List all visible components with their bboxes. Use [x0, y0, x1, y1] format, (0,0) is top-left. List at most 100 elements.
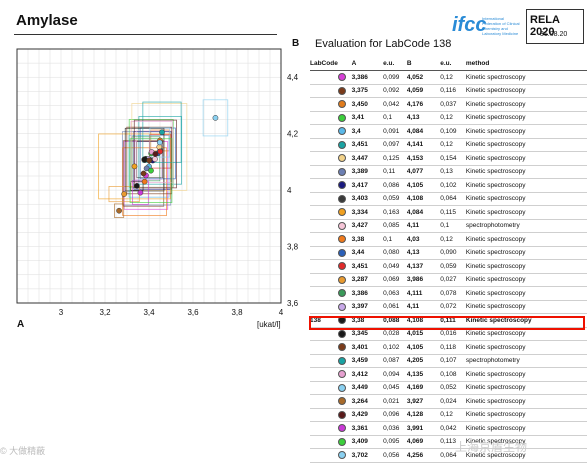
col-ea: e.u.	[383, 56, 407, 71]
row-b: 4,13	[406, 111, 441, 125]
row-labcode	[310, 273, 338, 287]
rela-date: 31.08.20	[540, 31, 568, 38]
row-ea: 0,094	[383, 367, 407, 382]
row-b: 4,059	[406, 84, 441, 98]
col-labcode: LabCode	[310, 56, 338, 71]
x-axis-label: A	[17, 319, 24, 330]
row-a: 3,334	[351, 205, 384, 220]
row-a: 3,412	[351, 367, 384, 382]
row-labcode	[310, 178, 338, 193]
row-eb: 0,12	[440, 232, 466, 247]
table-row: 3,4 0,091 4,084 0,109 Kinetic spectroscopy	[310, 124, 587, 139]
row-b: 4,015	[406, 327, 441, 341]
marker-dot-icon	[337, 140, 346, 149]
row-eb: 0,109	[440, 124, 466, 139]
row-a: 3,38	[351, 232, 384, 247]
row-method: Kinetic spectroscopy	[465, 421, 587, 436]
row-b: 4,128	[406, 408, 441, 422]
row-marker	[337, 381, 352, 395]
row-eb: 0,037	[440, 97, 466, 112]
table-row: 3,459 0,087 4,205 0,107 spectrophotometry	[310, 354, 587, 368]
row-a: 3,403	[351, 192, 384, 206]
table-row: 3,447 0,125 4,153 0,154 Kinetic spectroscopy	[310, 151, 587, 166]
row-method: Kinetic spectroscopy	[465, 84, 587, 98]
chart-b-axis-label: B	[292, 38, 300, 49]
x-tick-label: 3	[59, 308, 64, 317]
row-method: Kinetic spectroscopy	[465, 408, 587, 422]
row-marker	[337, 300, 352, 314]
row-b: 4,105	[406, 178, 441, 193]
row-ea: 0,085	[383, 219, 407, 233]
row-a: 3,41	[351, 111, 384, 125]
row-b: 4,169	[406, 381, 441, 395]
row-b: 4,069	[406, 435, 441, 449]
row-b: 3,986	[406, 273, 441, 287]
data-point	[137, 189, 144, 196]
table-row: 3,361 0,036 3,991 0,042 Kinetic spectroscopy	[310, 421, 587, 436]
row-b: 4,141	[406, 138, 441, 152]
table-row: 3,397 0,061 4,11 0,072 Kinetic spectroscopy	[310, 300, 587, 314]
row-a: 3,264	[351, 394, 384, 409]
row-a: 3,451	[351, 138, 384, 152]
row-eb: 0,113	[440, 435, 466, 449]
uncertainty-box	[124, 127, 165, 192]
data-point	[131, 163, 138, 170]
row-ea: 0,11	[383, 165, 407, 179]
unit-label: [ukat/l]	[257, 320, 281, 329]
row-marker	[337, 259, 352, 274]
row-eb: 0,107	[440, 354, 466, 368]
data-point	[116, 207, 122, 214]
data-point	[156, 139, 163, 146]
row-method: Kinetic spectroscopy	[465, 367, 587, 382]
row-eb: 0,090	[440, 246, 466, 260]
marker-dot-icon	[337, 397, 346, 406]
table-row: 3,412 0,094 4,135 0,108 Kinetic spectroscopy	[310, 367, 587, 382]
table-row: 3,427 0,085 4,11 0,1 spectrophotometry	[310, 219, 587, 233]
row-b: 4,11	[406, 300, 441, 314]
row-ea: 0,087	[383, 354, 407, 368]
marker-dot-icon	[337, 100, 346, 109]
row-eb: 0,12	[440, 408, 466, 422]
logo-subtitle: International Federation of Clinical Che…	[482, 16, 520, 36]
col-method: method	[465, 56, 587, 71]
row-labcode	[310, 435, 338, 449]
row-b: 4,084	[406, 205, 441, 220]
uncertainty-box	[130, 180, 144, 191]
row-ea: 0,1	[383, 111, 407, 125]
table-row: 3,451 0,049 4,137 0,059 Kinetic spectroscopy	[310, 259, 587, 274]
row-eb: 0,12	[440, 111, 466, 125]
row-b: 3,927	[406, 394, 441, 409]
row-method: spectrophotometry	[465, 354, 587, 368]
row-marker	[337, 421, 352, 436]
data-point	[146, 157, 153, 164]
marker-dot-icon	[337, 113, 346, 122]
row-b: 4,153	[406, 151, 441, 166]
row-eb: 0,024	[440, 394, 466, 409]
marker-dot-icon	[337, 262, 346, 271]
y-tick-label: 4,2	[287, 130, 299, 139]
data-points	[116, 115, 219, 214]
row-a: 3,397	[351, 300, 384, 314]
table-row: 3,449 0,045 4,169 0,052 Kinetic spectroscopy	[310, 381, 587, 395]
row-eb: 0,042	[440, 421, 466, 436]
row-labcode	[310, 367, 338, 382]
row-ea: 0,095	[383, 435, 407, 449]
uncertainty-box	[114, 203, 125, 218]
row-ea: 0,097	[383, 138, 407, 152]
row-method: Kinetic spectroscopy	[465, 286, 587, 301]
uncertainty-box	[135, 130, 175, 188]
row-marker	[337, 124, 352, 139]
row-b: 4,111	[406, 286, 441, 301]
row-a: 3,401	[351, 340, 384, 355]
table-row: 3,389 0,11 4,077 0,13 Kinetic spectroscopy	[310, 165, 587, 179]
row-eb: 0,12	[440, 70, 466, 85]
row-labcode	[310, 219, 338, 233]
results-table: LabCode A e.u. B e.u. method 3,386 0,099 4…	[310, 56, 587, 463]
row-method: Kinetic spectroscopy	[465, 124, 587, 139]
row-labcode	[310, 300, 338, 314]
y-tick-label: 3,6	[287, 299, 299, 308]
table-row: 3,409 0,095 4,069 0,113 Kinetic spectroscopy	[310, 435, 587, 449]
data-point	[159, 129, 165, 136]
uncertainty-box	[138, 116, 182, 185]
row-marker	[337, 327, 352, 341]
